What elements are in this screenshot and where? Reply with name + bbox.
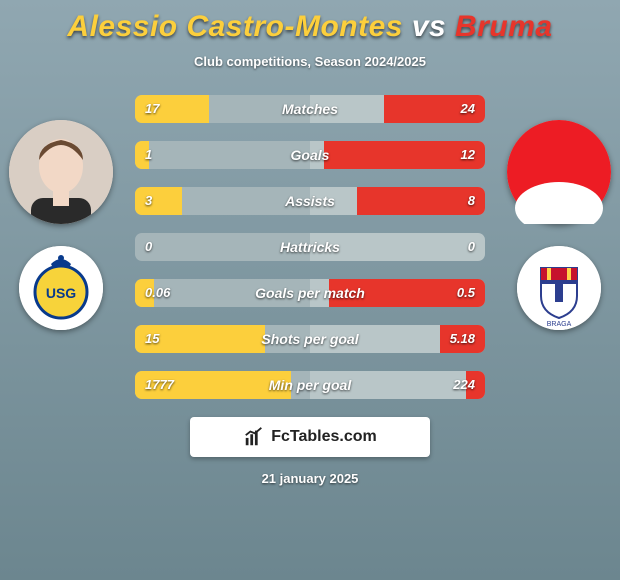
player1-club-badge: USG <box>19 246 103 330</box>
stat-row: Min per goal1777224 <box>135 371 485 399</box>
stat-bar-fill-right <box>384 95 486 123</box>
club1-badge-icon: USG <box>19 246 103 330</box>
stat-bar-bg <box>135 325 485 353</box>
stat-bar-bg <box>135 141 485 169</box>
stat-row: Matches1724 <box>135 95 485 123</box>
stat-bar-fill-right <box>329 279 485 307</box>
stat-bar-bg <box>135 371 485 399</box>
stat-bar-fill-right <box>357 187 485 215</box>
stat-bar-fill-left <box>135 325 265 353</box>
brand-text: FcTables.com <box>271 428 377 446</box>
stat-row: Assists38 <box>135 187 485 215</box>
club2-badge-icon: BRAGA <box>517 246 601 330</box>
stat-row: Hattricks00 <box>135 233 485 261</box>
comparison-card: Alessio Castro-Montes vs Bruma Club comp… <box>0 0 620 580</box>
stat-bar-bg <box>135 95 485 123</box>
player1-column: USG <box>6 120 116 330</box>
stat-bar-fill-right <box>324 141 485 169</box>
stat-bar-fill-right <box>440 325 486 353</box>
player2-name: Bruma <box>455 10 553 43</box>
stat-row: Goals112 <box>135 141 485 169</box>
stat-bar-fill-left <box>135 371 291 399</box>
player1-avatar-icon <box>9 120 113 224</box>
stat-row: Shots per goal155.18 <box>135 325 485 353</box>
player2-column: BRAGA <box>504 120 614 330</box>
stat-bar-fill-right <box>466 371 485 399</box>
stats-list: Matches1724 Goals112 Assists38 Hattricks00 G… <box>135 95 485 399</box>
stat-bar-bg <box>135 187 485 215</box>
stat-bar-fill-left <box>135 279 154 307</box>
stat-bar-fill-left <box>135 187 182 215</box>
stat-row: Goals per match0.060.5 <box>135 279 485 307</box>
player2-avatar-icon <box>507 120 611 224</box>
svg-text:USG: USG <box>46 285 76 301</box>
stat-bar-bg <box>135 233 485 261</box>
vs-text: vs <box>412 10 446 43</box>
date-text: 21 january 2025 <box>0 471 620 486</box>
chart-icon <box>243 426 265 448</box>
svg-text:BRAGA: BRAGA <box>547 321 572 328</box>
player1-avatar <box>9 120 113 224</box>
player2-avatar <box>507 120 611 224</box>
player1-name: Alessio Castro-Montes <box>67 10 403 43</box>
page-title: Alessio Castro-Montes vs Bruma <box>0 10 620 44</box>
stat-bar-fill-left <box>135 141 149 169</box>
stat-bar-fill-left <box>135 95 209 123</box>
stat-bar-bg <box>135 279 485 307</box>
player2-club-badge: BRAGA <box>517 246 601 330</box>
brand-badge: FcTables.com <box>190 417 430 457</box>
subtitle: Club competitions, Season 2024/2025 <box>0 54 620 69</box>
